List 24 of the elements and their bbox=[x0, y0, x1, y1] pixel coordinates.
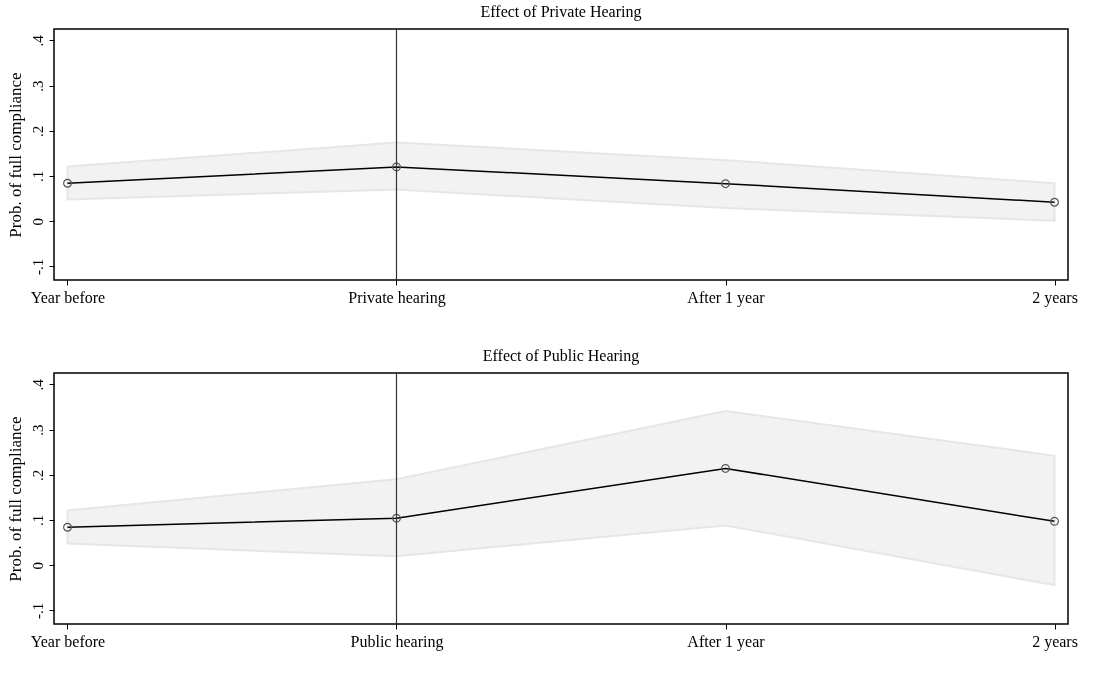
x-tick-label: After 1 year bbox=[687, 632, 766, 651]
y-tick-label: .2 bbox=[29, 125, 46, 137]
y-tick-label: .1 bbox=[29, 514, 46, 527]
y-tick-label: .4 bbox=[29, 34, 46, 47]
y-axis-title: Prob. of full compliance bbox=[5, 416, 25, 582]
y-tick-label: .4 bbox=[29, 378, 46, 391]
y-tick-label: 0 bbox=[29, 217, 46, 226]
y-tick-label: -.1 bbox=[29, 258, 46, 276]
x-tick-label: Year before bbox=[30, 632, 106, 650]
x-tick-label: Private hearing bbox=[348, 288, 446, 307]
x-tick-label: After 1 year bbox=[687, 288, 766, 307]
x-tick-label: 2 years bbox=[1032, 288, 1078, 307]
x-tick-label: Public hearing bbox=[350, 632, 444, 651]
chart-title: Effect of Public Hearing bbox=[482, 347, 640, 366]
y-tick-label: -.1 bbox=[29, 602, 46, 620]
y-tick-label: .3 bbox=[29, 80, 46, 92]
x-tick-label: Year before bbox=[30, 288, 106, 306]
chart-title: Effect of Private Hearing bbox=[480, 3, 642, 22]
y-tick-label: .2 bbox=[29, 469, 46, 481]
y-tick-label: 0 bbox=[29, 561, 46, 570]
y-tick-label: .1 bbox=[29, 170, 46, 183]
x-tick-label: 2 years bbox=[1032, 632, 1078, 651]
y-axis-title: Prob. of full compliance bbox=[5, 72, 25, 238]
y-tick-label: .3 bbox=[29, 424, 46, 436]
